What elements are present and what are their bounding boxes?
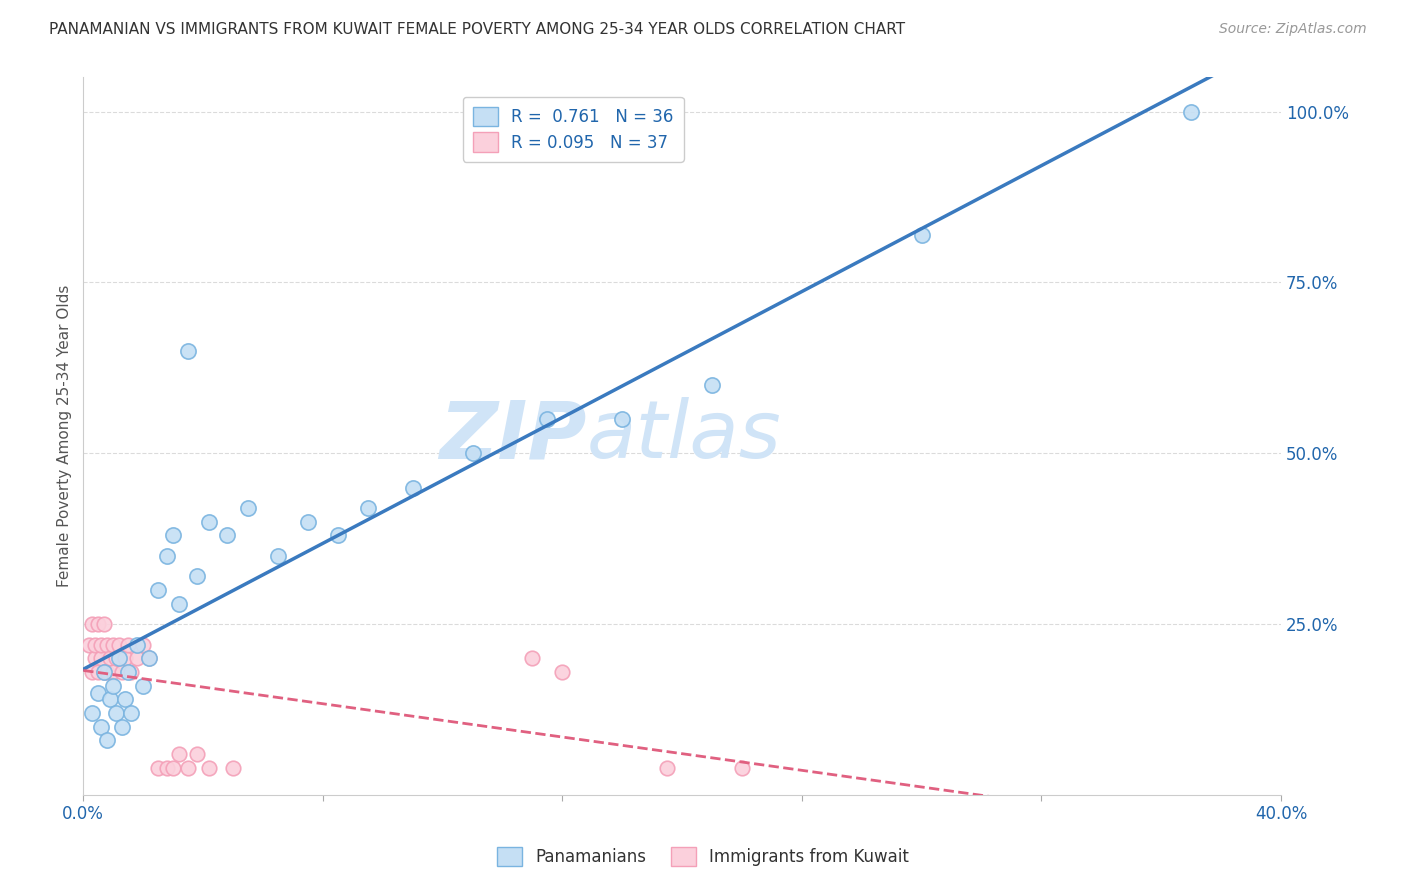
Point	[117, 638, 139, 652]
Point	[127, 638, 149, 652]
Point	[96, 638, 118, 652]
Point	[357, 501, 380, 516]
Point	[162, 761, 184, 775]
Point	[90, 651, 112, 665]
Point	[167, 597, 190, 611]
Legend: Panamanians, Immigrants from Kuwait: Panamanians, Immigrants from Kuwait	[491, 840, 915, 873]
Point	[536, 412, 558, 426]
Point	[82, 706, 104, 720]
Point	[127, 651, 149, 665]
Point	[77, 638, 100, 652]
Point	[167, 747, 190, 761]
Point	[222, 761, 245, 775]
Point	[731, 761, 754, 775]
Point	[98, 651, 121, 665]
Point	[236, 501, 259, 516]
Point	[87, 617, 110, 632]
Point	[84, 638, 107, 652]
Point	[156, 761, 179, 775]
Text: ZIP: ZIP	[439, 397, 586, 475]
Point	[1180, 104, 1202, 119]
Point	[156, 549, 179, 563]
Point	[215, 528, 238, 542]
Point	[90, 720, 112, 734]
Point	[93, 617, 115, 632]
Point	[186, 747, 208, 761]
Point	[111, 665, 134, 679]
Point	[105, 651, 128, 665]
Point	[522, 651, 544, 665]
Point	[461, 446, 484, 460]
Point	[401, 481, 423, 495]
Point	[138, 651, 160, 665]
Point	[108, 651, 131, 665]
Point	[198, 515, 221, 529]
Point	[146, 582, 169, 597]
Point	[98, 692, 121, 706]
Point	[162, 528, 184, 542]
Point	[267, 549, 290, 563]
Point	[138, 651, 160, 665]
Point	[146, 761, 169, 775]
Point	[198, 761, 221, 775]
Point	[612, 412, 634, 426]
Point	[82, 665, 104, 679]
Text: Source: ZipAtlas.com: Source: ZipAtlas.com	[1219, 22, 1367, 37]
Point	[114, 692, 136, 706]
Point	[297, 515, 319, 529]
Point	[93, 665, 115, 679]
Point	[700, 378, 723, 392]
Point	[82, 617, 104, 632]
Text: atlas: atlas	[586, 397, 782, 475]
Point	[911, 227, 934, 242]
Point	[657, 761, 679, 775]
Point	[177, 761, 200, 775]
Point	[90, 638, 112, 652]
Point	[93, 665, 115, 679]
Point	[87, 665, 110, 679]
Point	[117, 665, 139, 679]
Point	[326, 528, 349, 542]
Point	[103, 679, 125, 693]
Y-axis label: Female Poverty Among 25-34 Year Olds: Female Poverty Among 25-34 Year Olds	[58, 285, 72, 588]
Point	[84, 651, 107, 665]
Text: PANAMANIAN VS IMMIGRANTS FROM KUWAIT FEMALE POVERTY AMONG 25-34 YEAR OLDS CORREL: PANAMANIAN VS IMMIGRANTS FROM KUWAIT FEM…	[49, 22, 905, 37]
Point	[103, 638, 125, 652]
Point	[105, 706, 128, 720]
Point	[103, 665, 125, 679]
Point	[114, 651, 136, 665]
Point	[108, 638, 131, 652]
Point	[96, 733, 118, 747]
Point	[132, 638, 155, 652]
Point	[177, 343, 200, 358]
Point	[132, 679, 155, 693]
Point	[87, 685, 110, 699]
Point	[551, 665, 574, 679]
Point	[120, 665, 142, 679]
Point	[111, 720, 134, 734]
Point	[186, 569, 208, 583]
Point	[120, 706, 142, 720]
Legend: R =  0.761   N = 36, R = 0.095   N = 37: R = 0.761 N = 36, R = 0.095 N = 37	[463, 96, 683, 161]
Point	[96, 665, 118, 679]
